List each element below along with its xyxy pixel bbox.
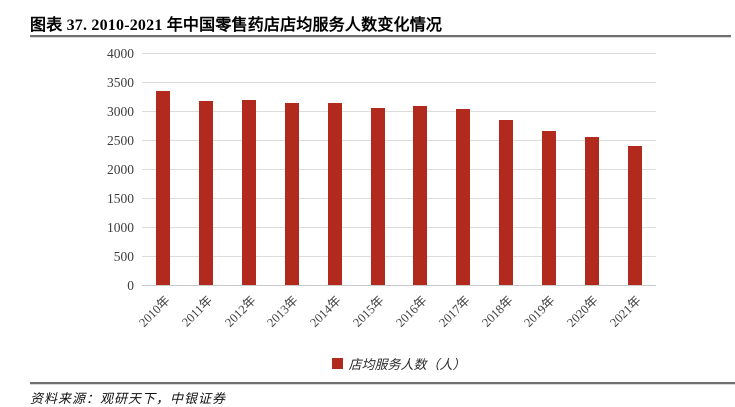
- y-tick-label: 4000: [107, 46, 134, 61]
- x-tick-label: 2012年: [221, 293, 259, 330]
- x-axis: 2010年 2011年 2012年 2013年 2014年 2015年 2016年 2017年…: [136, 285, 656, 347]
- x-tick-label: 2017年: [436, 293, 473, 330]
- bar: [327, 103, 342, 285]
- gridline: [142, 226, 656, 228]
- gridline: [142, 284, 656, 286]
- y-tick-label: 2000: [107, 162, 134, 177]
- gridline: [142, 81, 656, 83]
- y-tick-label: 500: [113, 249, 134, 264]
- gridline: [142, 168, 656, 170]
- x-tick-label: 2010年: [136, 293, 173, 330]
- y-axis: 0 500 1000 1500 2000 2500 3000 3500 4000: [0, 47, 134, 292]
- y-tick-label: 1500: [107, 191, 134, 206]
- x-tick-label: 2014年: [307, 293, 344, 330]
- bar: [413, 105, 428, 285]
- figure-title: 图表 37. 2010-2021 年中国零售药店店均服务人数变化情况: [30, 17, 443, 34]
- x-tick-label: 2011年: [179, 293, 216, 330]
- x-tick-label: 2020年: [564, 293, 601, 330]
- bar: [541, 130, 556, 285]
- bar: [242, 99, 257, 285]
- bar: [370, 107, 385, 285]
- y-tick-label: 3000: [107, 104, 134, 119]
- legend-swatch-icon: [332, 357, 344, 369]
- y-tick-label: 0: [127, 278, 134, 293]
- gridline: [142, 52, 656, 54]
- data-source-note: 资料来源：观研天下，中银证券: [30, 391, 227, 406]
- bar: [627, 146, 642, 285]
- chart-legend: 店均服务人数（人）: [142, 355, 656, 372]
- legend-label: 店均服务人数（人）: [348, 356, 466, 372]
- x-tick-label: 2016年: [393, 293, 430, 330]
- bar: [499, 119, 514, 285]
- title-divider-line: [30, 35, 731, 38]
- gridline: [142, 110, 656, 112]
- x-tick-label: 2013年: [264, 293, 302, 330]
- bar: [284, 103, 299, 285]
- y-tick-label: 1000: [107, 220, 134, 235]
- y-tick-label: 2500: [107, 133, 134, 148]
- x-tick-label: 2015年: [350, 293, 387, 330]
- gridline: [142, 255, 656, 257]
- bar: [199, 101, 214, 285]
- gridline: [142, 139, 656, 141]
- bar: [456, 108, 471, 285]
- bar-chart-plot-area: [142, 52, 656, 286]
- x-tick-label: 2019年: [521, 293, 559, 330]
- x-tick-label: 2021年: [607, 293, 644, 330]
- y-tick-label: 3500: [107, 75, 134, 90]
- gridline: [142, 197, 656, 199]
- bar: [584, 136, 599, 285]
- bar: [156, 90, 171, 285]
- x-tick-label: 2018年: [478, 293, 516, 330]
- footer-divider-line: [30, 382, 735, 385]
